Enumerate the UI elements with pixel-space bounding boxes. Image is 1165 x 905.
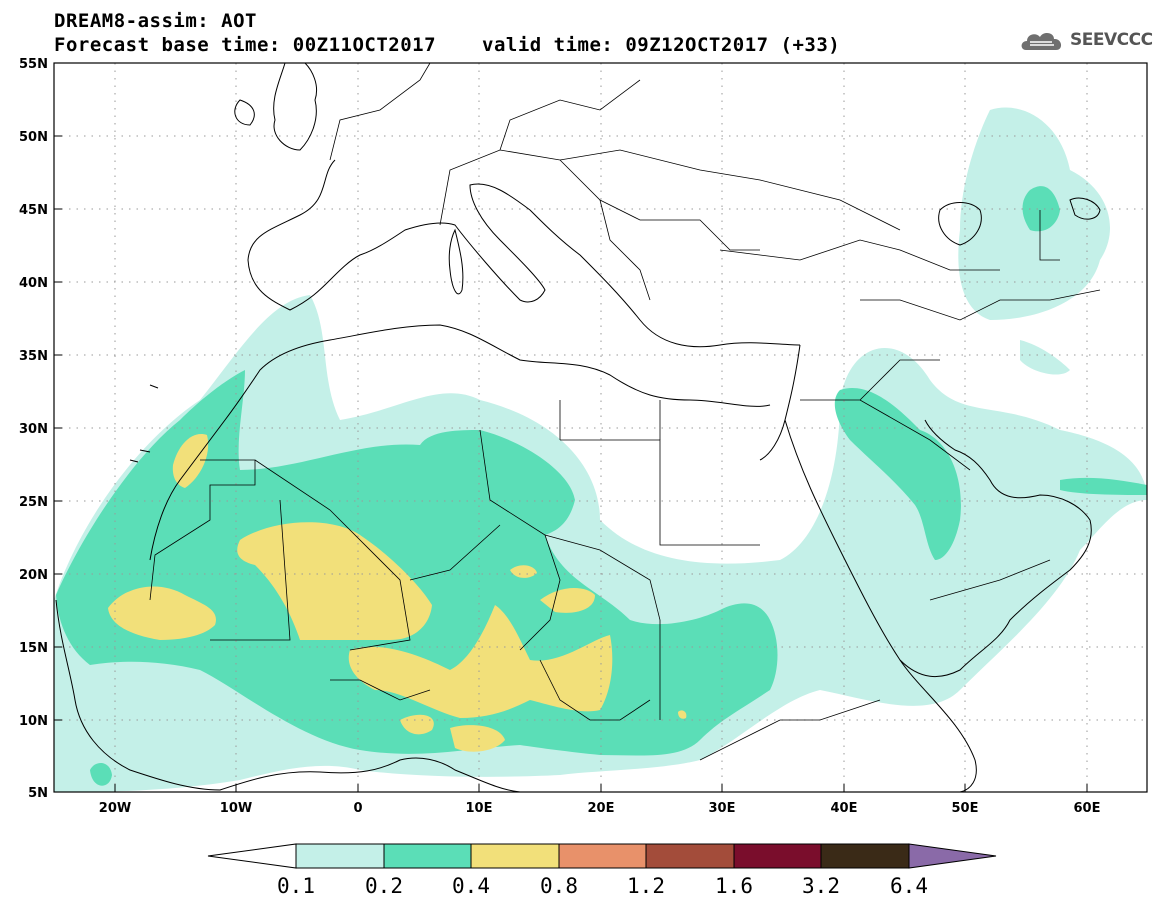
lon-label: 30E bbox=[709, 801, 736, 816]
colorbar-swatch bbox=[470, 843, 560, 869]
colorbar-swatch bbox=[733, 843, 822, 869]
colorbar-label: 6.4 bbox=[890, 874, 928, 898]
lon-label: 0 bbox=[353, 801, 362, 816]
lon-label: 40E bbox=[831, 801, 858, 816]
colorbar-label: 0.4 bbox=[452, 874, 490, 898]
colorbar-label: 0.2 bbox=[365, 874, 403, 898]
lat-label: 15N bbox=[19, 641, 48, 656]
colorbar-label: 1.6 bbox=[715, 874, 753, 898]
colorbar-lower-arrow bbox=[207, 843, 297, 869]
logo-text: SEEVCCC bbox=[1070, 30, 1153, 50]
lat-label: 30N bbox=[19, 422, 48, 437]
lat-label: 20N bbox=[19, 568, 48, 583]
colorbar-label: 0.8 bbox=[540, 874, 578, 898]
lat-label: 50N bbox=[19, 130, 48, 145]
colorbar-swatch bbox=[295, 843, 385, 869]
lat-label: 35N bbox=[19, 349, 48, 364]
colorbar bbox=[207, 843, 997, 869]
lat-label: 45N bbox=[19, 203, 48, 218]
lat-labels: 55N 50N 45N 40N 35N 30N 25N 20N 15N 10N … bbox=[19, 57, 48, 801]
lon-label: 10E bbox=[466, 801, 493, 816]
colorbar-swatch bbox=[383, 843, 472, 869]
colorbar-label: 1.2 bbox=[627, 874, 665, 898]
lon-label: 20W bbox=[99, 801, 131, 816]
colorbar-labels: 0.1 0.2 0.4 0.8 1.2 1.6 3.2 6.4 bbox=[277, 874, 928, 898]
lon-label: 60E bbox=[1074, 801, 1101, 816]
lon-labels: 20W 10W 0 10E 20E 30E 40E 50E 60E bbox=[99, 801, 1101, 816]
colorbar-swatch bbox=[820, 843, 910, 869]
lat-label: 5N bbox=[28, 786, 48, 801]
lat-label: 40N bbox=[19, 276, 48, 291]
valid-time: valid time: 09Z12OCT2017 (+33) bbox=[482, 34, 841, 56]
lon-label: 10W bbox=[220, 801, 252, 816]
colorbar-label: 3.2 bbox=[802, 874, 840, 898]
colorbar-label: 0.1 bbox=[277, 874, 315, 898]
axis-ticks bbox=[54, 62, 1088, 793]
lon-label: 50E bbox=[952, 801, 979, 816]
colorbar-swatch bbox=[645, 843, 735, 869]
aot-band-0.4 bbox=[108, 434, 687, 752]
coastlines bbox=[55, 63, 1101, 792]
colorbar-upper-arrow bbox=[908, 843, 997, 869]
lon-label: 20E bbox=[588, 801, 615, 816]
colorbar-swatch bbox=[558, 843, 647, 869]
lat-label: 25N bbox=[19, 495, 48, 510]
lat-label: 10N bbox=[19, 714, 48, 729]
seevccc-logo: SEEVCCC bbox=[1018, 26, 1153, 54]
cloud-icon bbox=[1021, 33, 1062, 50]
country-borders bbox=[149, 63, 1101, 761]
map-area bbox=[54, 63, 1147, 792]
map-title: DREAM8-assim: AOT bbox=[54, 10, 257, 32]
map-subtitle: Forecast base time: 00Z11OCT2017 valid ti… bbox=[54, 34, 840, 56]
lat-label: 55N bbox=[19, 57, 48, 72]
base-time: Forecast base time: 00Z11OCT2017 bbox=[54, 34, 437, 56]
